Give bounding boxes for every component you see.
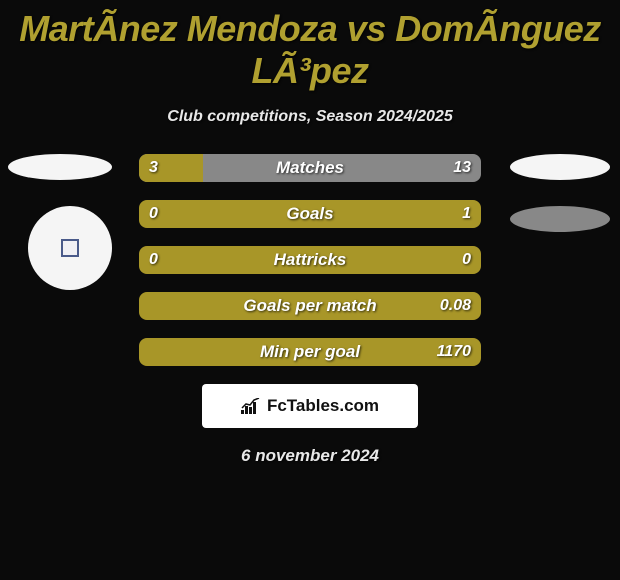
stat-label: Goals [139,200,481,228]
stat-label: Hattricks [139,246,481,274]
stat-label: Matches [139,154,481,182]
player-right-blob-1 [510,154,610,180]
date-label: 6 november 2024 [0,446,620,466]
comparison-content: Matches313Goals01Hattricks00Goals per ma… [0,154,620,466]
stat-label: Goals per match [139,292,481,320]
stat-label: Min per goal [139,338,481,366]
stat-value-right: 13 [453,154,471,182]
stat-row: Goals per match0.08 [139,292,481,320]
stat-value-right: 1 [462,200,471,228]
stat-row: Matches3 13 [139,154,481,182]
stat-value-left: 0 [149,246,158,274]
stat-value-right: 0.08 [440,292,471,320]
stat-value-right: 1170 [437,338,471,366]
stat-value-left: 0 [149,200,158,228]
avatar-placeholder-icon [61,239,79,257]
player-left-avatar [28,206,112,290]
stat-row: Min per goal1170 [139,338,481,366]
brand-badge: FcTables.com [202,384,418,428]
stats-bars: Matches313Goals01Hattricks00Goals per ma… [139,154,481,366]
stat-row: Goals0 1 [139,200,481,228]
fctables-icon [241,398,261,414]
stat-value-left: 3 [149,154,158,182]
stat-value-right: 0 [462,246,471,274]
page-title: MartÃ­nez Mendoza vs DomÃ­nguez LÃ³pez [0,0,620,92]
brand-text: FcTables.com [267,396,379,416]
player-right-blob-2 [510,206,610,232]
player-left-blob-1 [8,154,112,180]
stat-row: Hattricks0 0 [139,246,481,274]
subtitle: Club competitions, Season 2024/2025 [0,108,620,126]
